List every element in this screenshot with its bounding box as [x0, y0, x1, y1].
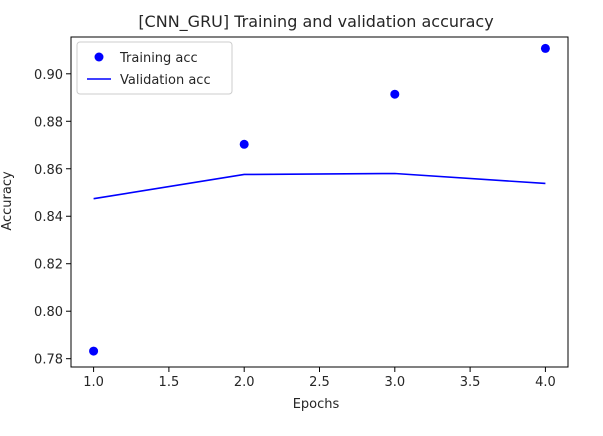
chart-title: [CNN_GRU] Training and validation accura…: [138, 12, 493, 32]
x-tick-label: 1.5: [159, 375, 180, 390]
x-axis-label: Epochs: [293, 397, 340, 412]
y-axis-label: Accuracy: [0, 171, 15, 231]
legend-label: Validation acc: [120, 73, 211, 88]
legend-swatch-marker: [94, 52, 104, 62]
x-tick-label: 1.0: [83, 375, 104, 390]
x-tick-label: 2.0: [234, 375, 255, 390]
y-tick-label: 0.84: [34, 210, 63, 225]
training-acc-point: [390, 89, 400, 99]
y-tick-label: 0.90: [34, 68, 63, 83]
y-tick-label: 0.86: [34, 163, 63, 178]
legend: Training acc Validation acc: [76, 41, 233, 95]
x-tick-label: 2.5: [309, 375, 330, 390]
x-tick-label: 4.0: [535, 375, 556, 390]
x-tick-label: 3.0: [384, 375, 405, 390]
training-acc-point: [540, 43, 550, 53]
y-tick-label: 0.82: [34, 258, 63, 273]
training-acc-point: [239, 139, 249, 149]
x-tick-label: 3.5: [460, 375, 481, 390]
legend-box: [76, 41, 233, 95]
validation-acc-line: [93, 172, 546, 200]
y-tick-label: 0.88: [34, 115, 63, 130]
plot-area: 1.0 1.5 2.0 2.5 3.0 3.5 4.0 0.78 0.80 0.82 0.84 0.8…: [34, 36, 569, 390]
y-tick-label: 0.78: [34, 353, 63, 368]
y-tick-label: 0.80: [34, 305, 63, 320]
training-acc-point: [89, 346, 99, 356]
legend-label: Training acc: [119, 51, 198, 66]
